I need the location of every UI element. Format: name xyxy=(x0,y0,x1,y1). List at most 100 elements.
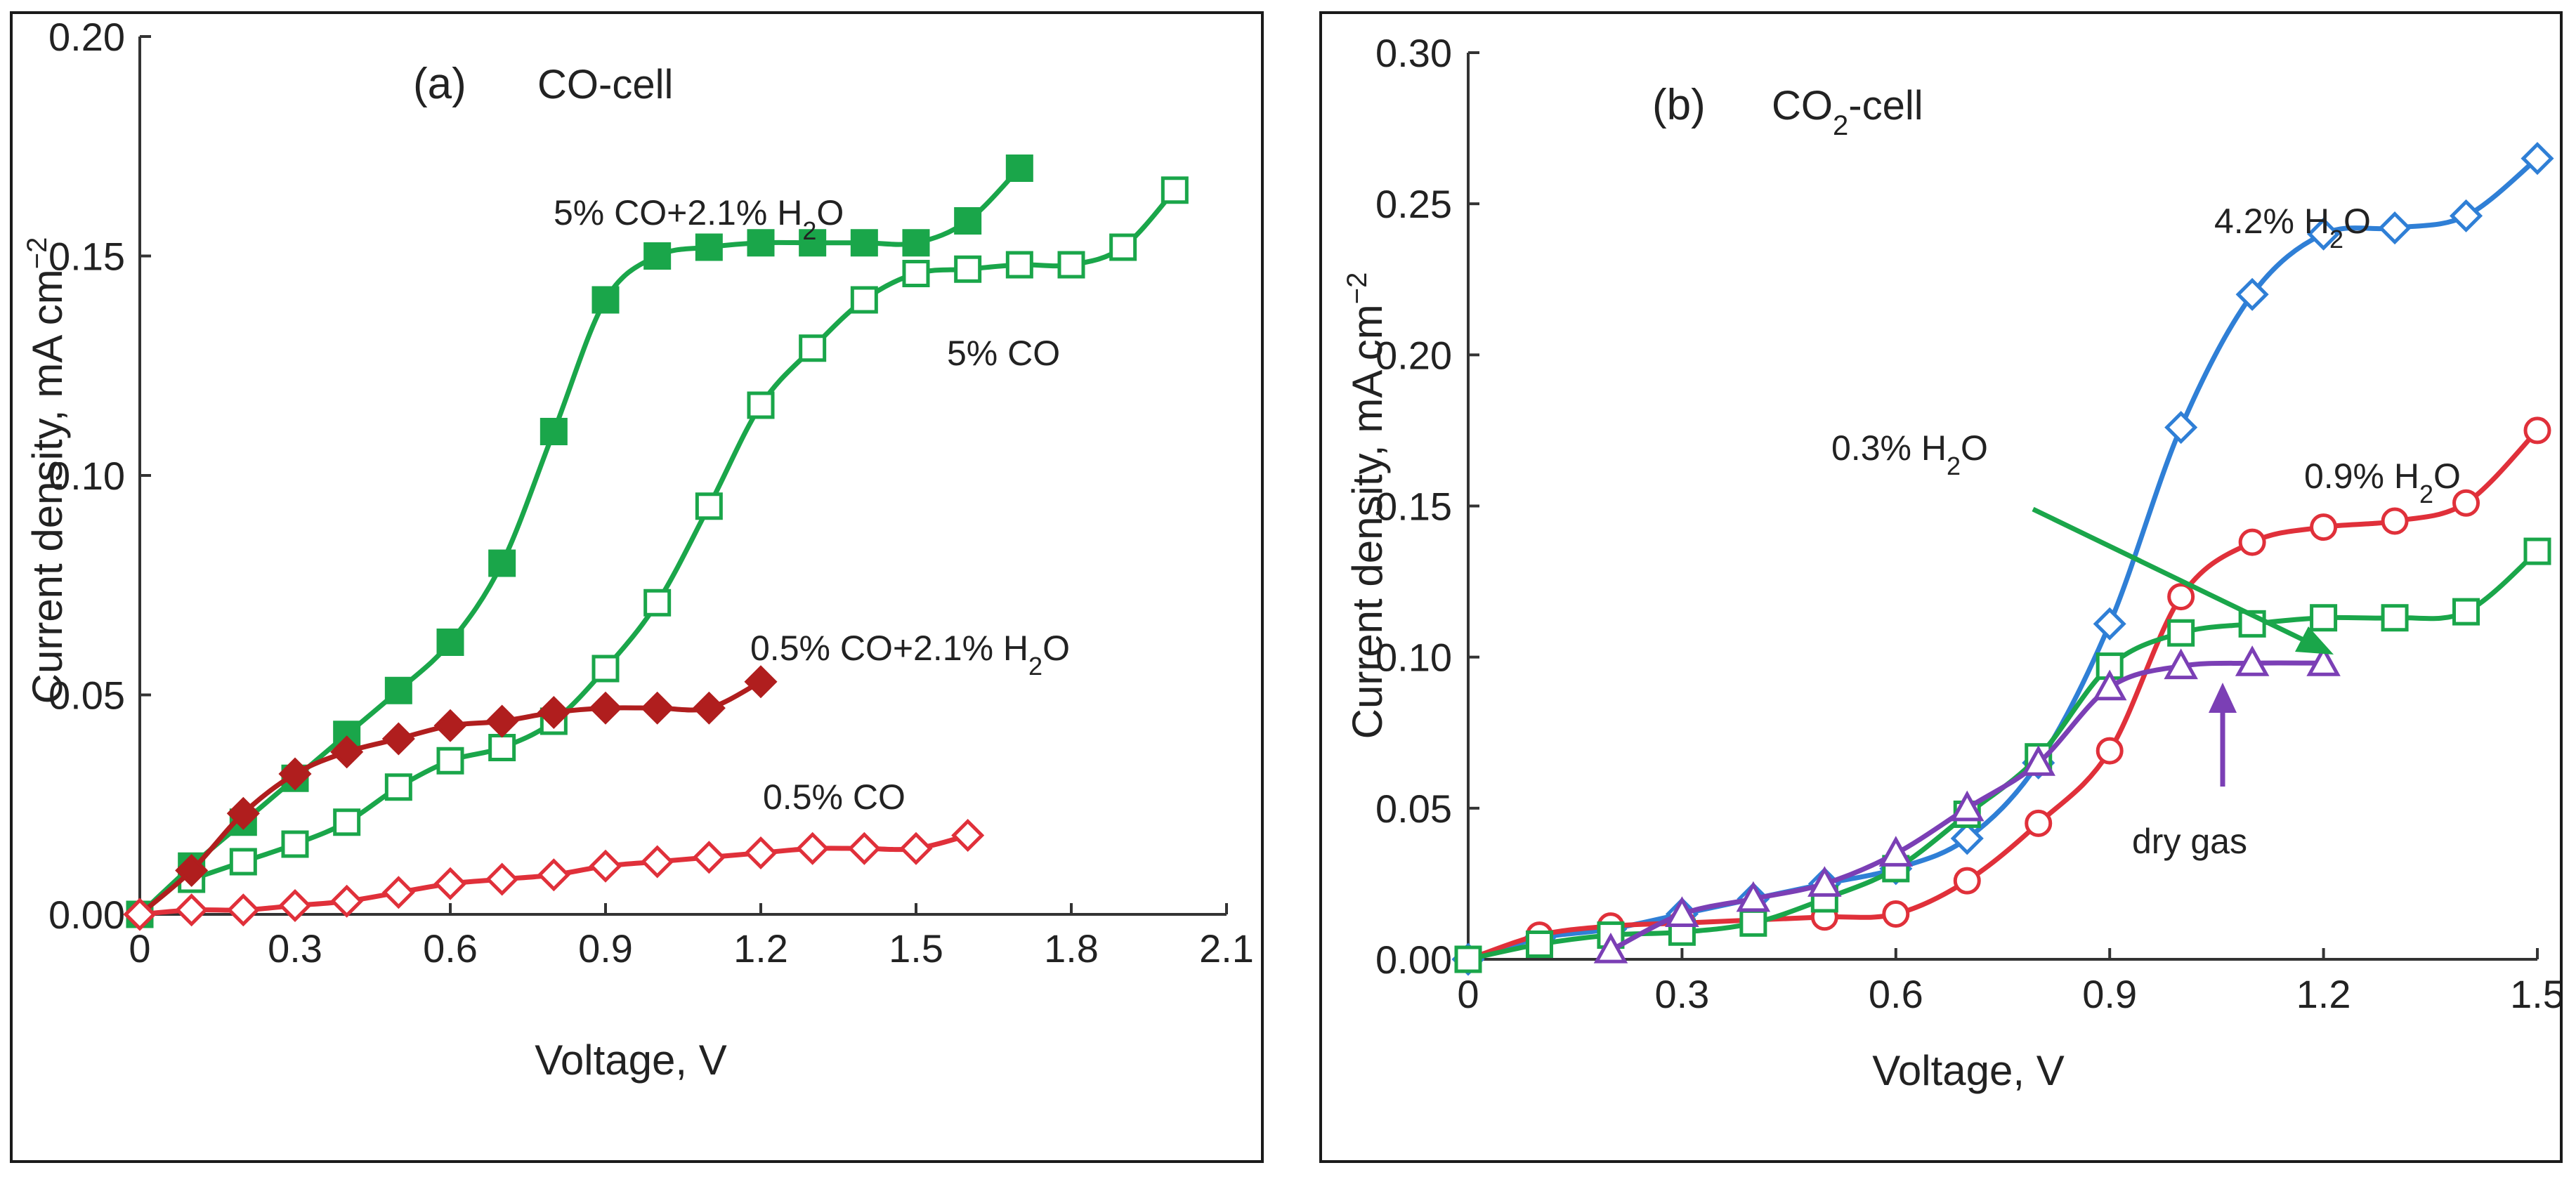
data-point-b-2 xyxy=(2167,619,2195,647)
data-point-a-3 xyxy=(537,858,570,892)
y-tick-label: 0.00 xyxy=(1375,938,1452,982)
y-tick-label: 0.20 xyxy=(1375,333,1452,377)
data-point-b-0 xyxy=(2093,607,2126,640)
data-point-b-1 xyxy=(1882,900,1910,928)
data-point-a-3 xyxy=(278,888,312,923)
data-point-a-1 xyxy=(281,830,309,858)
data-point-b-3 xyxy=(2021,745,2055,776)
data-point-b-0 xyxy=(1950,822,1984,855)
series-label-a-2: 0.5% CO+2.1% H2O xyxy=(750,629,1070,681)
data-point-b-0 xyxy=(2521,142,2554,176)
data-point-a-2 xyxy=(175,853,209,888)
data-point-b-2 xyxy=(1454,945,1482,973)
y-axis-label: Current density, mA cm−2 xyxy=(22,237,71,704)
chart-panel-b: 0.00 0.05 0.10 0.15 0.20 0.25 0.30 0 0.3 0.6 0.9 1.… xyxy=(1319,11,2563,1163)
x-tick-label: 1.2 xyxy=(733,926,788,971)
x-tick-label: 0.6 xyxy=(1869,972,1923,1016)
x-axis-label: Voltage, V xyxy=(1872,1047,2065,1094)
data-point-a-3 xyxy=(226,893,260,927)
data-point-a-2 xyxy=(381,722,415,756)
x-tick-label: 0.9 xyxy=(578,926,633,971)
data-point-b-3 xyxy=(1736,881,1771,912)
data-point-a-3 xyxy=(899,831,933,865)
x-tick-label: 0 xyxy=(1457,972,1479,1016)
y-tick-label: 0.05 xyxy=(1375,787,1452,831)
data-point-a-0 xyxy=(591,286,620,314)
data-point-b-2 xyxy=(2523,537,2551,565)
data-point-a-0 xyxy=(695,233,723,261)
data-point-a-1 xyxy=(799,334,827,362)
data-point-a-1 xyxy=(695,492,723,520)
data-point-b-2 xyxy=(1525,930,1553,958)
data-point-b-0 xyxy=(2378,211,2412,245)
y-tick-label: 0.10 xyxy=(48,454,125,498)
y-tick-label: 0.30 xyxy=(1375,31,1452,75)
data-point-b-3 xyxy=(1593,932,1628,964)
data-point-a-3 xyxy=(692,841,726,874)
series-line-b-2 xyxy=(1467,549,2539,962)
data-point-b-2 xyxy=(2381,604,2409,632)
data-point-a-3 xyxy=(175,893,209,927)
x-tick-label: 0 xyxy=(129,926,150,971)
data-point-a-1 xyxy=(488,734,516,761)
data-point-a-1 xyxy=(1109,233,1137,261)
data-point-a-3 xyxy=(796,831,830,865)
data-point-b-2 xyxy=(1739,909,1767,937)
x-tick-label: 0.9 xyxy=(2082,972,2137,1016)
data-point-a-3 xyxy=(589,849,622,883)
data-point-a-0 xyxy=(540,418,568,445)
series-line-b-1 xyxy=(1467,428,2539,962)
y-axis-label: Current density, mA cm−2 xyxy=(1342,272,1391,739)
data-point-b-1 xyxy=(2452,489,2480,517)
data-point-b-1 xyxy=(2238,528,2266,556)
x-tick-label: 0.3 xyxy=(1654,972,1709,1016)
data-point-a-1 xyxy=(747,391,775,419)
data-point-b-3 xyxy=(2164,648,2198,680)
data-point-a-0 xyxy=(850,229,878,257)
series-line-a-1 xyxy=(190,188,1177,882)
data-point-a-1 xyxy=(1005,251,1033,279)
data-point-b-0 xyxy=(2449,199,2483,232)
data-point-b-3 xyxy=(1878,836,1914,867)
data-point-b-0 xyxy=(2235,277,2269,311)
y-tick-label: 0.15 xyxy=(1375,485,1452,529)
y-tick-label: 0.10 xyxy=(1375,636,1452,680)
y-tick-label: 0.25 xyxy=(1375,182,1452,226)
data-point-a-1 xyxy=(436,747,464,775)
data-point-a-3 xyxy=(330,884,364,918)
series-label-a-0: 5% CO+2.1% H2O xyxy=(554,193,844,245)
data-point-b-0 xyxy=(2307,217,2341,251)
data-point-a-2 xyxy=(485,704,519,738)
data-point-b-3 xyxy=(1807,866,1842,897)
data-point-b-1 xyxy=(2025,809,2053,837)
data-point-a-1 xyxy=(850,286,878,314)
series-line-b-0 xyxy=(1467,156,2539,962)
data-point-a-1 xyxy=(643,589,672,617)
x-tick-label: 1.2 xyxy=(2296,972,2351,1016)
data-point-a-2 xyxy=(433,709,467,742)
data-point-a-3 xyxy=(847,831,881,865)
series-label-a-1: 5% CO xyxy=(947,334,1060,373)
data-point-b-1 xyxy=(2096,737,2124,765)
data-point-a-3 xyxy=(433,867,467,900)
data-point-a-0 xyxy=(954,207,982,235)
y-tick-label: 0.20 xyxy=(48,15,125,59)
chart-a-panel-tag: (a) xyxy=(413,60,466,108)
data-point-a-1 xyxy=(384,773,412,801)
data-point-a-0 xyxy=(643,242,672,270)
x-tick-label: 2.1 xyxy=(1199,926,1254,971)
data-point-b-2 xyxy=(2452,598,2480,626)
data-point-a-0 xyxy=(436,629,464,656)
data-point-a-1 xyxy=(229,848,257,876)
data-point-a-3 xyxy=(123,898,157,931)
data-point-a-2 xyxy=(692,691,726,725)
data-point-a-1 xyxy=(333,808,361,836)
data-point-a-3 xyxy=(485,862,519,896)
data-point-a-2 xyxy=(589,691,622,725)
data-point-a-3 xyxy=(641,845,674,879)
x-tick-label: 1.5 xyxy=(2510,972,2560,1016)
x-tick-label: 0.6 xyxy=(423,926,478,971)
y-tick-label: 0.15 xyxy=(48,235,125,279)
data-point-b-2 xyxy=(2310,604,2338,632)
data-point-a-2 xyxy=(278,757,312,791)
